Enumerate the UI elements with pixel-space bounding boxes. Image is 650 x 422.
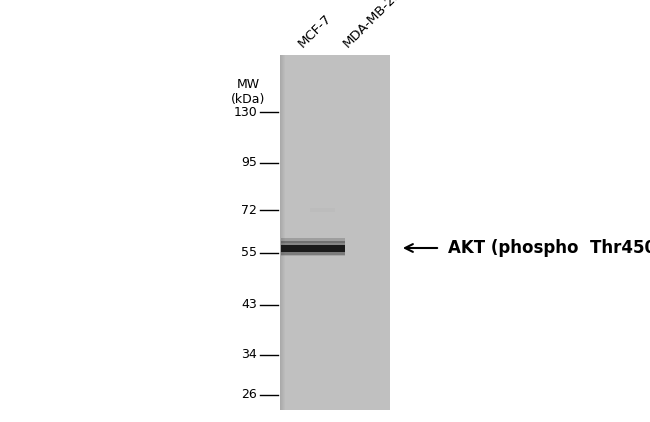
Bar (280, 55, 281, 410)
Text: MCF-7: MCF-7 (296, 11, 334, 50)
Bar (280, 55, 390, 410)
Text: 95: 95 (241, 157, 257, 170)
Text: 43: 43 (241, 298, 257, 311)
Bar (281, 241, 345, 248)
Bar (281, 238, 345, 243)
Text: MDA-MB-231: MDA-MB-231 (341, 0, 411, 50)
Bar (281, 248, 345, 255)
Bar (282, 55, 283, 410)
Text: 34: 34 (241, 349, 257, 362)
Bar (281, 55, 282, 410)
Text: 130: 130 (233, 106, 257, 119)
Bar (281, 245, 345, 252)
Text: 55: 55 (241, 246, 257, 260)
Bar (284, 55, 285, 410)
Text: 72: 72 (241, 203, 257, 216)
Text: 26: 26 (241, 389, 257, 401)
Bar (310, 208, 335, 212)
Text: AKT (phospho  Thr450): AKT (phospho Thr450) (448, 239, 650, 257)
Text: MW
(kDa): MW (kDa) (231, 78, 265, 106)
Bar (283, 55, 284, 410)
Bar (281, 251, 345, 256)
